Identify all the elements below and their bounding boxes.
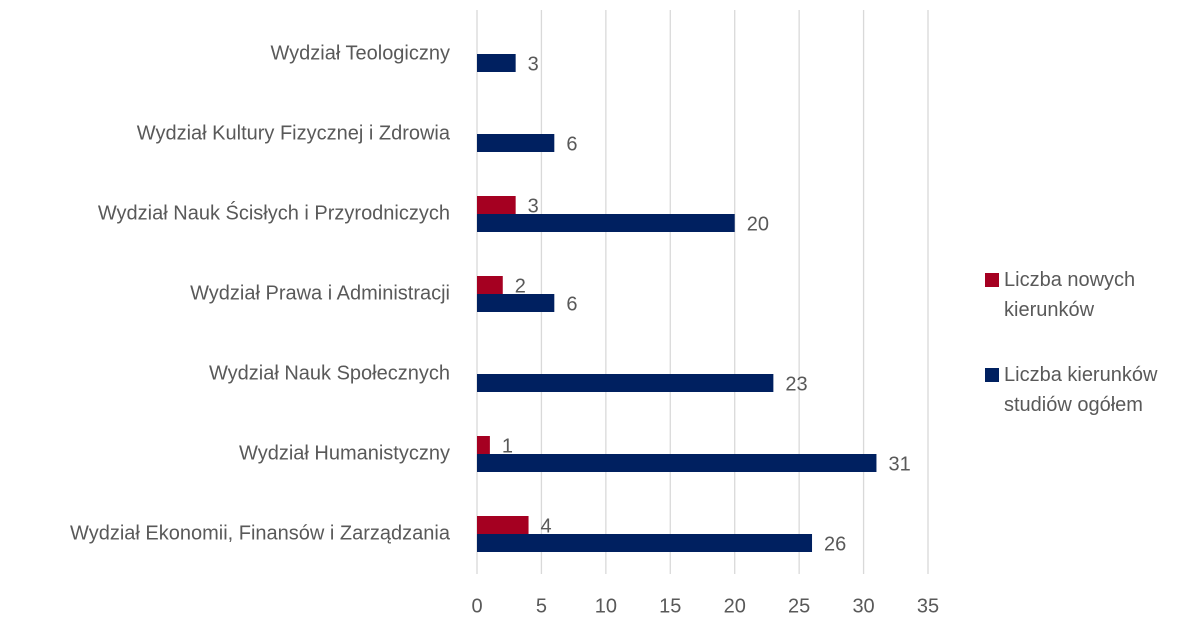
y-tick-label: Wydział Teologiczny [270,42,450,64]
bar [477,134,555,152]
data-label: 4 [541,515,552,537]
y-tick-label: Wydział Nauk Społecznych [209,362,450,384]
data-label: 6 [566,133,577,155]
data-label: 1 [502,435,513,457]
data-label: 20 [747,213,769,235]
bar [477,454,877,472]
bar [477,294,555,312]
bar [477,436,490,454]
legend-label: Liczba kierunków studiów ogółem [1004,364,1158,416]
bar [477,276,503,294]
y-tick-label: Wydział Ekonomii, Finansów i Zarządzania [70,522,451,544]
data-label: 26 [824,533,846,555]
x-tick-label: 0 [471,595,482,617]
data-label: 6 [566,293,577,315]
y-tick-label: Wydział Nauk Ścisłych i Przyrodniczych [98,200,450,224]
x-tick-label: 20 [724,595,746,617]
legend-label: Liczba nowych kierunków [1004,269,1136,321]
x-tick-label: 25 [788,595,810,617]
data-label: 23 [785,373,807,395]
bar [477,54,516,72]
y-tick-label: Wydział Kultury Fizycznej i Zdrowia [137,122,451,144]
y-tick-label: Wydział Prawa i Administracji [190,282,450,304]
x-tick-label: 15 [659,595,681,617]
legend-swatch [985,273,999,287]
data-label: 3 [528,53,539,75]
bar [477,374,774,392]
legend-swatch [985,368,999,382]
x-tick-label: 10 [595,595,617,617]
data-label: 2 [515,275,526,297]
x-tick-label: 30 [852,595,874,617]
x-tick-label: 35 [917,595,939,617]
bar [477,516,529,534]
data-label: 31 [888,453,910,475]
bar [477,196,516,214]
bar [477,534,813,552]
bar [477,214,735,232]
y-tick-label: Wydział Humanistyczny [239,442,450,464]
data-label: 3 [528,195,539,217]
x-tick-label: 5 [536,595,547,617]
